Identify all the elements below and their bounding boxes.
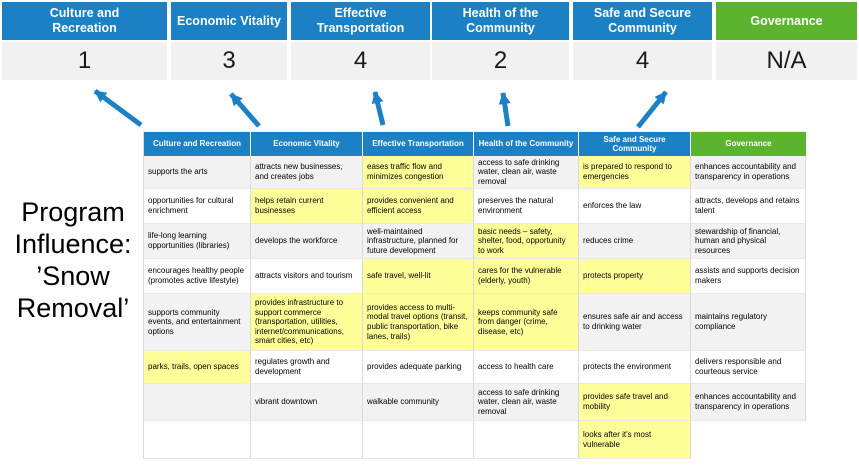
matrix-cell: helps retain current businesses [251, 189, 363, 224]
matrix-cell: provides access to multi-modal travel op… [363, 294, 474, 351]
matrix-cell: protects the environment [579, 351, 691, 384]
matrix-cell: safe travel, well-lit [363, 259, 474, 294]
matrix-header: Culture and Recreation [144, 132, 251, 156]
matrix-cell [691, 421, 806, 459]
matrix-cell: keeps community safe from danger (crime,… [474, 294, 579, 351]
matrix-cell: regulates growth and development [251, 351, 363, 384]
matrix-cell [474, 421, 579, 459]
matrix-cell: attracts, develops and retains talent [691, 189, 806, 224]
scoreboard-header-effective-transportation: Effective Transportation [291, 2, 430, 40]
matrix-cell: ensures safe air and access to drinking … [579, 294, 691, 351]
matrix-cell: access to health care [474, 351, 579, 384]
matrix-cell: stewardship of financial, human and phys… [691, 224, 806, 259]
influence-matrix: Culture and Recreation Economic Vitality E… [143, 131, 806, 459]
score-health-of-the-community: 2 [432, 42, 569, 80]
matrix-cell: vibrant downtown [251, 384, 363, 421]
program-influence-label: Program Influence: ’Snow Removal’ [14, 197, 132, 324]
matrix-cell: enhances accountability and transparency… [691, 384, 806, 421]
matrix-cell: delivers responsible and courteous servi… [691, 351, 806, 384]
scoreboard-header-health-of-the-community: Health of the Community [432, 2, 569, 40]
score-governance: N/A [716, 42, 857, 80]
matrix-cell: maintains regulatory compliance [691, 294, 806, 351]
matrix-cell: life-long learning opportunities (librar… [144, 224, 251, 259]
influence-arrow-4 [498, 92, 511, 127]
matrix-cell: parks, trails, open spaces [144, 351, 251, 384]
matrix-cell: attracts new businesses, and creates job… [251, 156, 363, 189]
matrix-cell: develops the workforce [251, 224, 363, 259]
score-economic-vitality: 3 [171, 42, 287, 80]
matrix-cell: supports the arts [144, 156, 251, 189]
score-safe-and-secure-community: 4 [573, 42, 712, 80]
matrix-header: Safe and Secure Community [579, 132, 691, 156]
matrix-cell: supports community events, and entertain… [144, 294, 251, 351]
matrix-cell [363, 421, 474, 459]
matrix-cell: cares for the vulnerable (elderly, youth… [474, 259, 579, 294]
matrix-cell [251, 421, 363, 459]
matrix-cell: provides adequate parking [363, 351, 474, 384]
matrix-cell: provides safe travel and mobility [579, 384, 691, 421]
scoreboard-header-governance: Governance [716, 2, 857, 40]
matrix-cell: access to safe drinking water, clean air… [474, 384, 579, 421]
matrix-header: Economic Vitality [251, 132, 363, 156]
matrix-cell [144, 421, 251, 459]
matrix-cell: opportunities for cultural enrichment [144, 189, 251, 224]
scoreboard-header-economic-vitality: Economic Vitality [171, 2, 287, 40]
matrix-cell: provides convenient and efficient access [363, 189, 474, 224]
influence-arrow-1 [93, 88, 143, 128]
matrix-cell: enhances accountability and transparency… [691, 156, 806, 189]
score-effective-transportation: 4 [291, 42, 430, 80]
matrix-cell: preserves the natural environment [474, 189, 579, 224]
matrix-header: Governance [691, 132, 806, 156]
influence-arrow-5 [636, 90, 668, 129]
matrix-header: Health of the Community [474, 132, 579, 156]
matrix-cell: is prepared to respond to emergencies [579, 156, 691, 189]
matrix-cell: enforces the law [579, 189, 691, 224]
matrix-cell: looks after it's most vulnerable [579, 421, 691, 459]
score-culture-and-recreation: 1 [2, 42, 167, 80]
matrix-cell: access to safe drinking water, clean air… [474, 156, 579, 189]
scoreboard-header-safe-and-secure-community: Safe and Secure Community [573, 2, 712, 40]
matrix-cell: provides infrastructure to support comme… [251, 294, 363, 351]
matrix-cell: protects property [579, 259, 691, 294]
matrix-cell: encourages healthy people (promotes acti… [144, 259, 251, 294]
matrix-cell [144, 384, 251, 421]
matrix-cell: eases traffic flow and minimizes congest… [363, 156, 474, 189]
matrix-header: Effective Transportation [363, 132, 474, 156]
matrix-cell: reduces crime [579, 224, 691, 259]
matrix-cell: walkable community [363, 384, 474, 421]
influence-arrow-2 [229, 92, 261, 128]
influence-arrow-3 [371, 91, 386, 126]
matrix-cell: assists and supports decision makers [691, 259, 806, 294]
matrix-cell: basic needs – safety, shelter, food, opp… [474, 224, 579, 259]
matrix-cell: attracts visitors and tourism [251, 259, 363, 294]
scoreboard-header-culture-and-recreation: Culture and Recreation [2, 2, 167, 40]
matrix-cell: well-maintained infrastructure, planned … [363, 224, 474, 259]
